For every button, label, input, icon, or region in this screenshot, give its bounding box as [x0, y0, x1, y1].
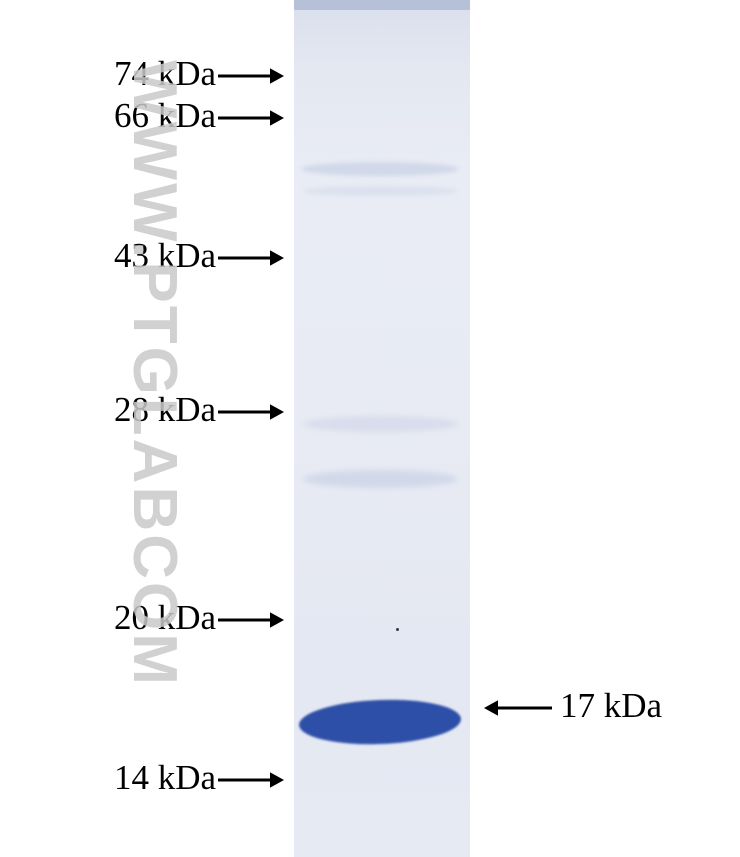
faint-band [303, 416, 458, 432]
faint-band [303, 186, 458, 196]
marker-label: 66 kDa [114, 96, 216, 136]
faint-band [301, 162, 459, 176]
marker-label: 28 kDa [114, 390, 216, 430]
faint-band [303, 470, 458, 488]
main-band-17kda [299, 697, 461, 747]
dust-speck [396, 628, 399, 631]
watermark-text: WWW.PTGLABCOM [119, 60, 190, 688]
marker-label: 14 kDa [114, 758, 216, 798]
result-label: 17 kDa [560, 686, 662, 726]
gel-lane [294, 0, 470, 857]
lane-top-strip [294, 0, 470, 10]
marker-label: 74 kDa [114, 54, 216, 94]
marker-label: 20 kDa [114, 598, 216, 638]
gel-figure: 74 kDa 66 kDa 43 kDa 28 kDa 20 kDa 14 kD… [0, 0, 740, 857]
marker-label: 43 kDa [114, 236, 216, 276]
